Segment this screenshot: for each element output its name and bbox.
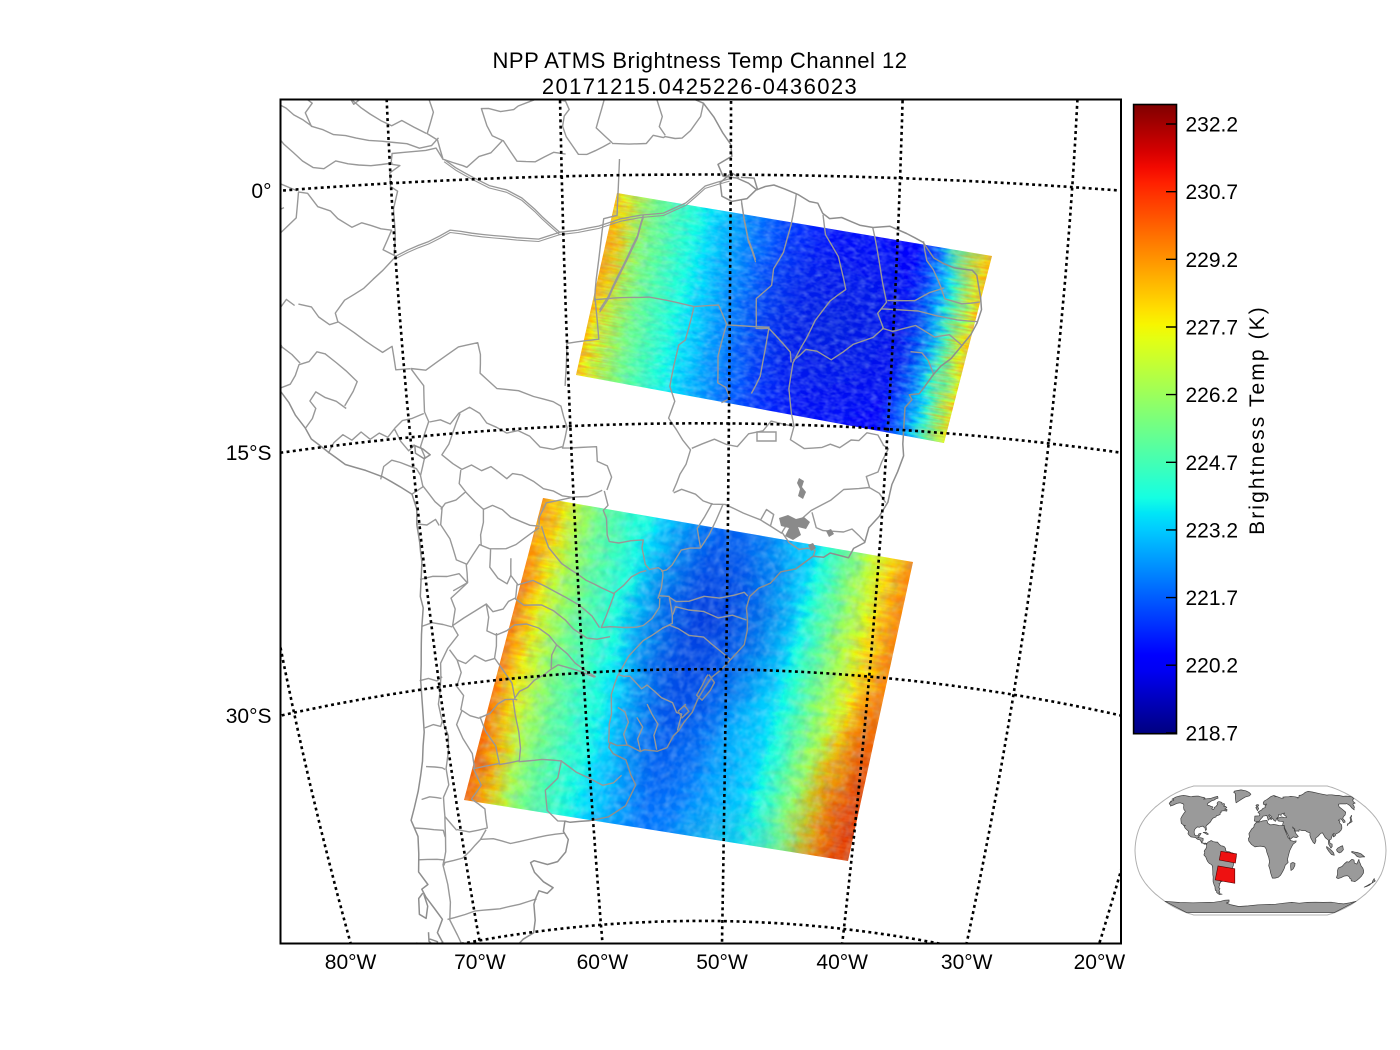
- svg-text:NPP ATMS Brightness Temp Chann: NPP ATMS Brightness Temp Channel 12: [493, 48, 908, 73]
- svg-text:20°W: 20°W: [1074, 951, 1126, 974]
- svg-text:223.2: 223.2: [1186, 519, 1239, 542]
- svg-text:30°W: 30°W: [941, 951, 993, 974]
- svg-text:221.7: 221.7: [1186, 587, 1239, 610]
- svg-text:232.2: 232.2: [1186, 114, 1239, 137]
- svg-text:40°W: 40°W: [816, 951, 868, 974]
- svg-text:30°S: 30°S: [226, 705, 272, 728]
- svg-text:20171215.0425226-0436023: 20171215.0425226-0436023: [542, 74, 858, 99]
- svg-text:230.7: 230.7: [1186, 181, 1239, 204]
- svg-text:0°: 0°: [251, 180, 271, 203]
- svg-text:80°W: 80°W: [325, 951, 377, 974]
- svg-text:60°W: 60°W: [577, 951, 629, 974]
- svg-text:229.2: 229.2: [1186, 249, 1239, 272]
- svg-text:224.7: 224.7: [1186, 452, 1239, 475]
- svg-text:227.7: 227.7: [1186, 317, 1239, 340]
- svg-text:50°W: 50°W: [696, 951, 748, 974]
- svg-text:70°W: 70°W: [454, 951, 506, 974]
- svg-text:220.2: 220.2: [1186, 655, 1239, 678]
- svg-text:Brightness Temp (K): Brightness Temp (K): [1246, 305, 1269, 535]
- svg-text:218.7: 218.7: [1186, 722, 1239, 745]
- svg-text:226.2: 226.2: [1186, 384, 1239, 407]
- svg-text:15°S: 15°S: [226, 442, 272, 465]
